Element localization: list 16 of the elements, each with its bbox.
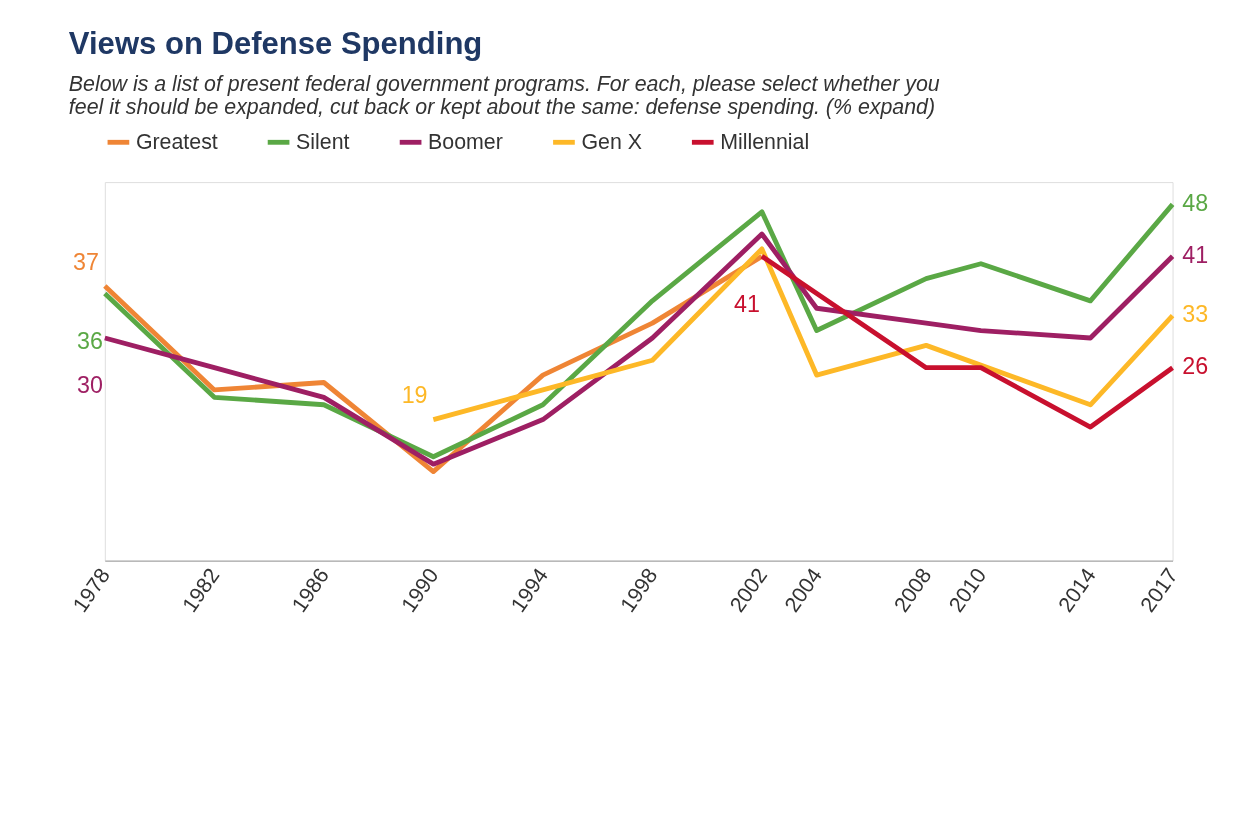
data-label: 30 — [76, 372, 103, 399]
legend-label: Boomer — [428, 130, 503, 155]
legend-label: Millennial — [720, 130, 810, 155]
legend-label: Silent — [296, 130, 350, 155]
data-label: 36 — [76, 327, 103, 354]
legend-label: Greatest — [135, 130, 218, 155]
chart-subtitle: Below is a list of present federal government programs. For each, please select whether you feel it should be expanded, cut back or kept about the same: defense spending. (% expand) — [68, 71, 940, 120]
data-label: 41 — [734, 290, 760, 317]
data-label: 48 — [1182, 190, 1209, 217]
data-label: 37 — [73, 248, 100, 275]
data-label: 19 — [401, 382, 428, 409]
data-label: 41 — [1182, 242, 1209, 269]
data-label: 33 — [1182, 301, 1209, 328]
data-label: 26 — [1182, 353, 1209, 380]
legend-label: Gen X — [581, 130, 642, 155]
chart-title: Views on Defense Spending — [68, 25, 483, 61]
